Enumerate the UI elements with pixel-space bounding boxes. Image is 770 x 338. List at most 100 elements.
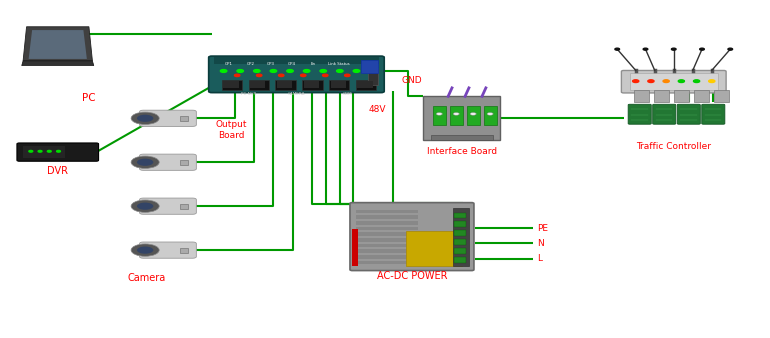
Circle shape [131, 112, 159, 124]
Bar [223, 81, 239, 88]
Bar [454, 213, 467, 218]
Circle shape [643, 48, 648, 50]
Text: PC: PC [82, 93, 95, 103]
Bar [222, 80, 243, 90]
Bar [694, 91, 708, 102]
Bar [330, 81, 346, 88]
Circle shape [220, 70, 227, 72]
Circle shape [131, 244, 159, 256]
Text: GP2: GP2 [246, 62, 255, 66]
Circle shape [131, 200, 159, 212]
Circle shape [648, 80, 654, 82]
Bar [454, 221, 467, 227]
Bar [450, 106, 463, 125]
Bar [454, 230, 467, 236]
Circle shape [57, 150, 61, 152]
Circle shape [487, 113, 493, 115]
Circle shape [694, 80, 700, 82]
FancyBboxPatch shape [621, 71, 726, 93]
Polygon shape [22, 61, 94, 66]
Bar [353, 230, 358, 266]
Circle shape [671, 48, 676, 50]
FancyBboxPatch shape [653, 104, 676, 124]
Bar [361, 60, 378, 73]
Bar [249, 80, 269, 90]
Bar [356, 232, 418, 236]
Circle shape [678, 80, 685, 82]
Text: COM: COM [343, 92, 352, 96]
Bar [484, 106, 497, 125]
Circle shape [137, 246, 153, 254]
Circle shape [728, 48, 732, 50]
Circle shape [279, 74, 284, 76]
Circle shape [453, 113, 459, 115]
Text: GP1: GP1 [225, 62, 233, 66]
Bar [179, 160, 188, 165]
Bar [302, 80, 323, 90]
Bar [634, 91, 648, 102]
FancyBboxPatch shape [628, 104, 651, 124]
Circle shape [300, 74, 306, 76]
Bar [356, 227, 418, 230]
Bar [303, 81, 319, 88]
Circle shape [345, 74, 350, 76]
Circle shape [131, 156, 159, 168]
Bar [674, 91, 688, 102]
Bar [654, 91, 668, 102]
FancyBboxPatch shape [17, 143, 99, 161]
Bar [406, 231, 462, 266]
FancyBboxPatch shape [139, 198, 196, 214]
FancyBboxPatch shape [139, 242, 196, 258]
Bar [367, 68, 378, 84]
Bar [329, 80, 350, 90]
Circle shape [323, 74, 328, 76]
Text: Traffic Controller: Traffic Controller [636, 142, 711, 151]
Circle shape [270, 70, 276, 72]
Circle shape [137, 115, 153, 122]
Text: Camera: Camera [127, 272, 166, 283]
Bar [23, 146, 65, 158]
Bar [630, 73, 718, 90]
Text: GND: GND [402, 76, 422, 85]
FancyBboxPatch shape [139, 154, 196, 170]
Bar [179, 116, 188, 121]
Text: GP3: GP3 [267, 62, 275, 66]
Bar [431, 135, 493, 140]
Text: GP4: GP4 [287, 62, 296, 66]
FancyBboxPatch shape [350, 203, 474, 270]
Circle shape [29, 150, 32, 152]
Bar [356, 221, 418, 225]
Bar [467, 106, 480, 125]
Circle shape [663, 80, 669, 82]
Circle shape [615, 48, 620, 50]
Text: L: L [537, 254, 542, 263]
Bar [250, 81, 266, 88]
FancyBboxPatch shape [677, 104, 701, 124]
Text: Interface Board: Interface Board [427, 147, 497, 156]
Circle shape [237, 70, 243, 72]
Circle shape [700, 48, 705, 50]
Bar [424, 96, 501, 140]
Bar [356, 244, 418, 247]
Circle shape [48, 150, 51, 152]
Circle shape [470, 113, 476, 115]
Bar [179, 247, 188, 253]
Text: AC-DC POWER: AC-DC POWER [377, 271, 447, 281]
FancyBboxPatch shape [701, 104, 725, 124]
FancyBboxPatch shape [139, 110, 196, 126]
Text: 48V: 48V [369, 104, 386, 114]
Bar [277, 81, 293, 88]
Bar [454, 248, 467, 254]
Circle shape [234, 74, 240, 76]
Circle shape [137, 202, 153, 210]
Bar [356, 255, 418, 259]
Bar [357, 81, 373, 88]
Bar [356, 238, 418, 242]
Bar [214, 57, 379, 64]
Bar [356, 215, 418, 219]
Circle shape [320, 70, 326, 72]
Bar [454, 239, 467, 245]
Bar [356, 261, 418, 264]
Circle shape [253, 70, 260, 72]
Bar [276, 80, 296, 90]
